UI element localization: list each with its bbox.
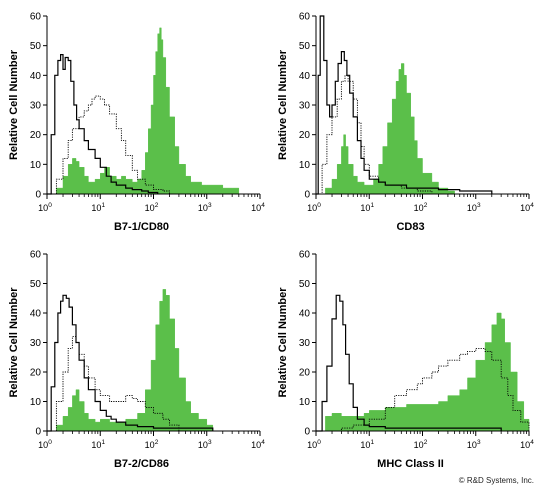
y-tick-label: 40 [299, 71, 311, 82]
x-tick-label: 104 [251, 439, 265, 450]
x-tick-label: 102 [414, 202, 428, 213]
histogram-panel-2: 0 10 20 30 40 50 60 100 101 102 103 104 CD83 Relative… [277, 12, 534, 234]
series-filled-histogram [47, 27, 240, 195]
copyright-text: © R&D Systems, Inc. [458, 476, 534, 485]
series-dotted-histogram [47, 336, 180, 432]
y-tick-label: 30 [299, 338, 311, 349]
series-filled-histogram [316, 63, 455, 195]
x-tick-label: 102 [414, 439, 428, 450]
y-tick-label: 60 [299, 12, 311, 23]
y-axis-label: Relative Cell Number [277, 287, 289, 398]
y-tick-label: 50 [299, 279, 311, 290]
x-tick-label: 103 [467, 439, 481, 450]
histogram-panel-4: 0 10 20 30 40 50 60 100 101 102 103 104 MHC Class II… [277, 250, 534, 471]
x-tick-label: 100 [38, 202, 52, 213]
y-tick-label: 40 [30, 309, 42, 320]
y-tick-label: 0 [304, 190, 310, 201]
series-filled-histogram [47, 289, 214, 432]
x-axis-label: B7-2/CD86 [114, 458, 169, 470]
x-tick-label: 102 [145, 439, 159, 450]
y-tick-label: 60 [30, 250, 42, 261]
x-tick-label: 103 [198, 202, 212, 213]
x-tick-label: 101 [91, 202, 105, 213]
x-tick-label: 104 [251, 202, 265, 213]
y-tick-label: 20 [30, 130, 42, 141]
x-tick-label: 101 [360, 439, 374, 450]
x-axis-label: MHC Class II [377, 458, 444, 470]
y-tick-label: 20 [299, 368, 311, 379]
y-axis-label: Relative Cell Number [277, 49, 289, 160]
y-tick-label: 50 [30, 41, 42, 52]
y-tick-label: 10 [30, 397, 42, 408]
x-axis-label: CD83 [396, 221, 424, 233]
x-tick-label: 103 [198, 439, 212, 450]
y-tick-label: 60 [30, 12, 42, 23]
y-tick-label: 0 [304, 427, 310, 438]
series-filled-histogram [316, 312, 530, 432]
y-tick-label: 40 [30, 71, 42, 82]
series-solid-histogram [47, 294, 214, 432]
y-axis-label: Relative Cell Number [8, 287, 20, 398]
x-axis-label: B7-1/CD80 [114, 221, 169, 233]
y-tick-label: 50 [299, 41, 311, 52]
y-tick-label: 10 [299, 160, 311, 171]
y-tick-label: 30 [299, 101, 311, 112]
y-tick-label: 20 [299, 130, 311, 141]
y-tick-label: 0 [35, 427, 41, 438]
histogram-panel-3: 0 10 20 30 40 50 60 100 101 102 103 104 B7-2/CD86 Rel… [8, 250, 265, 471]
series-solid-histogram [316, 294, 502, 432]
y-tick-label: 30 [30, 101, 42, 112]
x-tick-label: 101 [91, 439, 105, 450]
y-tick-label: 60 [299, 250, 311, 261]
x-tick-label: 100 [307, 202, 321, 213]
series-dotted-histogram [316, 347, 530, 432]
y-tick-label: 10 [30, 160, 42, 171]
y-tick-label: 20 [30, 368, 42, 379]
y-tick-label: 30 [30, 338, 42, 349]
y-tick-label: 0 [35, 190, 41, 201]
y-tick-label: 10 [299, 397, 311, 408]
x-tick-label: 104 [520, 202, 534, 213]
series-solid-histogram [316, 15, 493, 195]
y-tick-label: 40 [299, 309, 311, 320]
histogram-panel-1: 0 10 20 30 40 50 60 100 101 102 103 104 B7-1/CD80 Rel… [8, 12, 265, 234]
x-tick-label: 100 [38, 439, 52, 450]
x-tick-label: 101 [360, 202, 374, 213]
y-axis-label: Relative Cell Number [8, 49, 20, 160]
series-solid-histogram [47, 54, 159, 195]
x-tick-label: 100 [307, 439, 321, 450]
y-tick-label: 50 [30, 279, 42, 290]
x-tick-label: 103 [467, 202, 481, 213]
x-tick-label: 102 [145, 202, 159, 213]
x-tick-label: 104 [520, 439, 534, 450]
series-dotted-histogram [47, 95, 170, 195]
